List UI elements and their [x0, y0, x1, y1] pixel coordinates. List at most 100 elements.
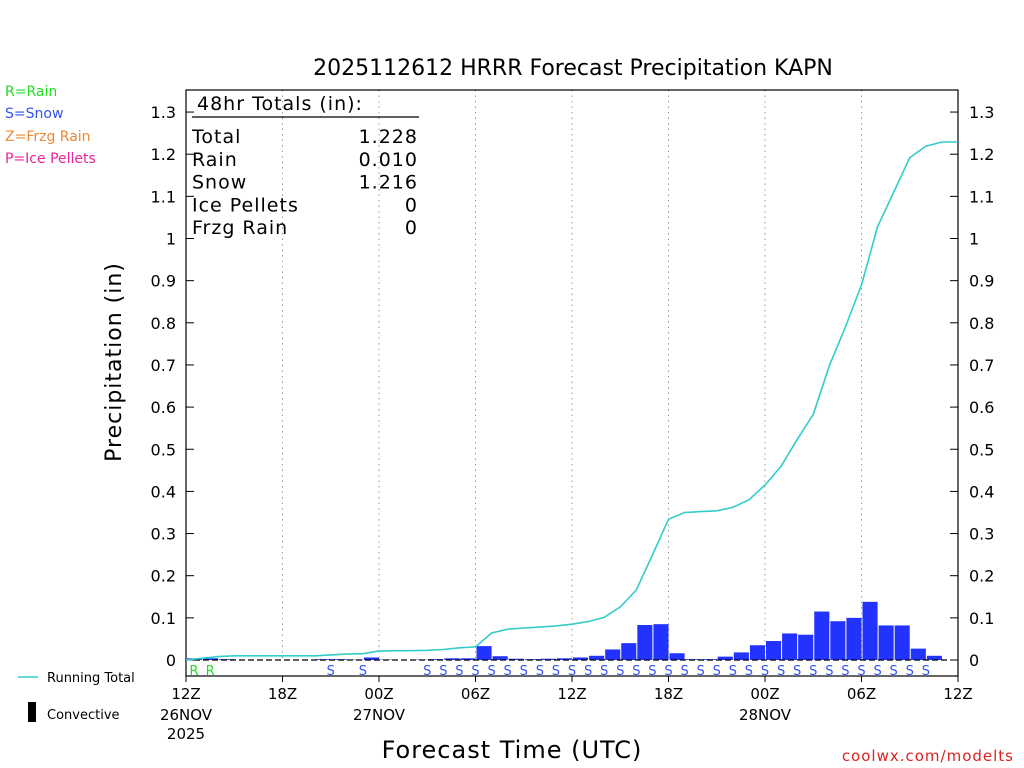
precip-bar — [798, 634, 814, 660]
y-tick-label-right: 0.8 — [969, 314, 994, 333]
watermark: coolwx.com/modelts — [842, 747, 1014, 765]
totals-row-label: Rain — [192, 149, 238, 171]
y-tick-label-left: 0.9 — [151, 272, 176, 291]
precip-type-marker: S — [697, 664, 705, 679]
precip-bar — [428, 659, 444, 660]
y-tick-label-left: 1.2 — [151, 145, 176, 164]
legend-rain: R=Rain — [5, 84, 57, 100]
running-total-line — [185, 141, 958, 661]
precip-type-marker: S — [761, 664, 769, 679]
x-tick-label: 06Z — [847, 685, 876, 703]
precip-type-marker: S — [568, 664, 576, 679]
totals-row-value: 1.228 — [359, 126, 418, 148]
y-tick-label-right: 0.7 — [969, 356, 994, 375]
precip-bar — [637, 625, 653, 660]
totals-row-label: Total — [191, 126, 241, 148]
y-tick-label-left: 0.2 — [151, 567, 176, 586]
convective-legend-swatch — [28, 702, 36, 722]
precip-type-marker: R — [190, 664, 199, 679]
x-axis-label: Forecast Time (UTC) — [382, 736, 643, 764]
precip-type-legend: R=Rain S=Snow Z=Frzg Rain P=Ice Pellets — [5, 84, 96, 167]
x-tick-date: 26NOV — [160, 706, 213, 724]
y-tick-label-left: 0.6 — [151, 398, 176, 417]
totals-row-label: Snow — [192, 172, 247, 194]
precip-bar — [444, 658, 460, 660]
precip-type-marker: S — [536, 664, 544, 679]
legend-snow: S=Snow — [5, 106, 63, 122]
y-tick-label-right: 1.2 — [969, 145, 994, 164]
precip-type-marker: S — [439, 664, 447, 679]
precip-bar — [766, 641, 782, 660]
precip-type-marker: S — [777, 664, 785, 679]
precip-type-marker: S — [680, 664, 688, 679]
precip-type-marker: S — [664, 664, 672, 679]
precip-type-marker: S — [487, 664, 495, 679]
precip-type-marker: S — [890, 664, 898, 679]
precip-bar — [782, 633, 798, 660]
precip-bar — [830, 621, 846, 660]
y-tick-label-left: 0.7 — [151, 356, 176, 375]
x-tick-date: 27NOV — [353, 706, 406, 724]
precip-type-marker: S — [584, 664, 592, 679]
y-tick-label-right: 1.1 — [969, 187, 994, 206]
y-tick-label-right: 0.3 — [969, 525, 994, 544]
precip-bar — [862, 601, 878, 660]
precip-bar — [540, 658, 556, 660]
y-tick-label-right: 0.2 — [969, 567, 994, 586]
precip-bar — [669, 653, 685, 660]
precip-type-marker: S — [455, 664, 463, 679]
y-tick-label-left: 1 — [166, 230, 176, 249]
y-tick-label-left: 0.1 — [151, 609, 176, 628]
precip-bar — [605, 649, 621, 660]
legend-ice-pellets: P=Ice Pellets — [5, 151, 96, 167]
totals-row-label: Ice Pellets — [192, 194, 299, 216]
precip-bar — [926, 655, 942, 660]
chart-title: 2025112612 HRRR Forecast Precipitation K… — [313, 56, 833, 81]
y-tick-label-left: 0.3 — [151, 525, 176, 544]
precip-type-marker: S — [616, 664, 624, 679]
y-tick-label-left: 1.1 — [151, 187, 176, 206]
precip-type-marker: S — [423, 664, 431, 679]
precip-bar — [910, 648, 926, 660]
precip-type-marker: S — [745, 664, 753, 679]
precip-type-marker: R — [206, 664, 215, 679]
precip-bar — [717, 656, 733, 660]
totals-row-value: 0.010 — [359, 149, 418, 171]
convective-legend-label: Convective — [47, 708, 120, 723]
precip-bar — [460, 658, 476, 660]
precip-bar — [363, 657, 379, 660]
y-tick-label-right: 0.6 — [969, 398, 994, 417]
precip-bar — [556, 658, 572, 660]
precip-bar — [508, 658, 524, 660]
precip-type-marker: S — [825, 664, 833, 679]
precip-bar — [733, 652, 749, 660]
y-tick-label-right: 1 — [969, 230, 979, 249]
totals-row-value: 0 — [405, 194, 418, 216]
x-tick-label: 18Z — [268, 685, 297, 703]
y-tick-label-left: 0.5 — [151, 440, 176, 459]
precip-bar — [846, 617, 862, 660]
precip-type-marker: S — [552, 664, 560, 679]
precip-type-marker: S — [471, 664, 479, 679]
legend-frzg-rain: Z=Frzg Rain — [5, 129, 91, 145]
y-tick-label-left: 0 — [166, 651, 176, 670]
y-tick-label-left: 1.3 — [151, 103, 176, 122]
precip-type-marker: S — [793, 664, 801, 679]
y-tick-label-right: 0 — [969, 651, 979, 670]
x-tick-label: 12Z — [557, 685, 586, 703]
y-tick-label-right: 1.3 — [969, 103, 994, 122]
precip-bar — [492, 656, 508, 660]
precip-bar — [749, 645, 765, 660]
x-tick-label: 12Z — [943, 685, 972, 703]
precip-type-marker: S — [873, 664, 881, 679]
precip-type-marker: S — [504, 664, 512, 679]
precip-bar — [878, 625, 894, 660]
precip-bar — [621, 643, 637, 660]
precip-type-marker: S — [729, 664, 737, 679]
y-axis-label: Precipitation (in) — [102, 262, 127, 462]
precip-bar — [814, 611, 830, 660]
precip-type-marker: S — [648, 664, 656, 679]
precip-type-marker: S — [841, 664, 849, 679]
totals-box: 48hr Totals (in): Total 1.228 Rain 0.010 Snow… — [191, 93, 419, 239]
